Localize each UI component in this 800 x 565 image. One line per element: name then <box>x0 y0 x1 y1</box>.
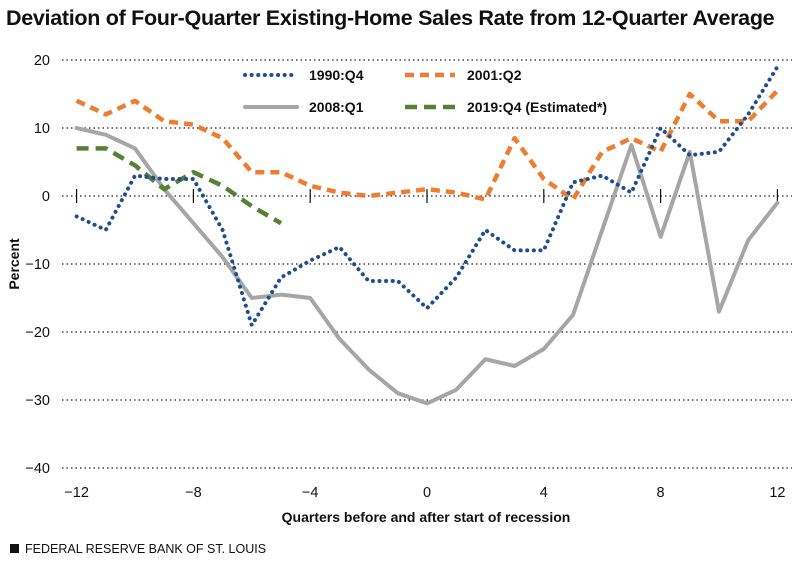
y-tick-label: 20 <box>34 53 50 69</box>
series-line-2019 <box>76 146 283 226</box>
x-tick-label: 12 <box>769 485 785 501</box>
legend-label: 2019:Q4 (Estimated*) <box>467 99 607 115</box>
y-tick-label: −20 <box>25 325 50 341</box>
series-line-2008 <box>74 126 780 406</box>
legend-label: 2001:Q2 <box>467 67 522 83</box>
x-tick-label: 8 <box>657 485 665 501</box>
footer-square-icon <box>10 544 19 553</box>
x-tick-label: 0 <box>423 485 431 501</box>
x-tick-label: −8 <box>185 485 202 501</box>
y-axis-label: Percent <box>6 238 22 290</box>
series-layer <box>74 64 780 406</box>
footer-text: FEDERAL RESERVE BANK OF ST. LOUIS <box>25 542 267 556</box>
footer-source: FEDERAL RESERVE BANK OF ST. LOUIS <box>10 542 266 556</box>
x-axis-ticks: −12 −8 −4 0 4 8 12 <box>64 189 785 501</box>
legend-label: 2008:Q1 <box>309 99 364 115</box>
x-axis-label: Quarters before and after start of reces… <box>282 509 571 525</box>
chart-title: Deviation of Four-Quarter Existing-Home … <box>6 6 775 30</box>
y-tick-label: −10 <box>25 257 50 273</box>
y-tick-label: −40 <box>25 461 50 477</box>
y-tick-label: −30 <box>25 393 50 409</box>
x-tick-label: −12 <box>64 485 89 501</box>
legend-label: 1990:Q4 <box>309 67 364 83</box>
series-line-1990 <box>74 64 780 328</box>
y-axis-ticks: 20 10 0 −10 −20 −30 −40 <box>25 53 50 477</box>
legend: 1990:Q4 2001:Q2 2008:Q1 2019:Q4 (Estimated*… <box>243 67 607 115</box>
y-tick-label: 0 <box>42 189 50 205</box>
y-tick-label: 10 <box>34 121 50 137</box>
x-tick-label: −4 <box>302 485 319 501</box>
x-tick-label: 4 <box>540 485 548 501</box>
